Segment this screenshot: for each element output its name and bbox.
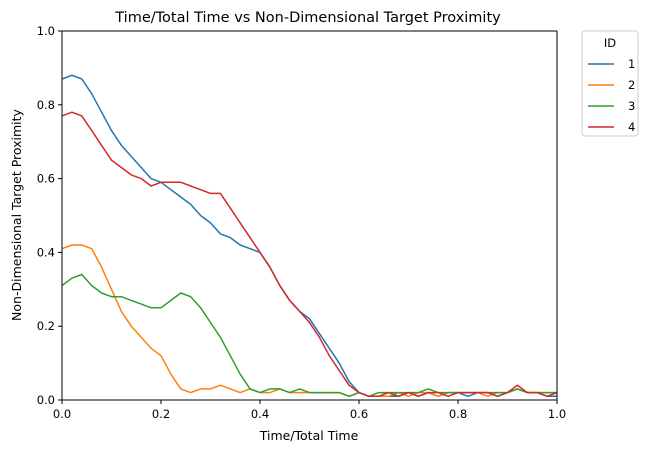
x-tick-label: 0.4 [251, 407, 269, 421]
legend-box [581, 30, 639, 137]
legend-title: ID [604, 36, 616, 50]
legend-label-4: 4 [628, 120, 635, 134]
y-tick-label: 0.4 [37, 245, 55, 259]
series-line-1 [61, 74, 557, 398]
series-line-3 [61, 273, 557, 398]
legend-label-3: 3 [628, 99, 635, 113]
plot-frame [61, 30, 558, 401]
series-line-2 [61, 244, 557, 398]
y-tick-label: 0.0 [37, 393, 55, 407]
legend: ID 1 2 3 4 [581, 30, 639, 137]
x-tick-label: 0.2 [152, 407, 170, 421]
x-tick-label: 1.0 [548, 407, 566, 421]
series-line-4 [61, 111, 558, 398]
y-axis-label: Non-Dimensional Target Proximity [9, 108, 24, 320]
chart-title: Time/Total Time vs Non-Dimensional Targe… [114, 10, 501, 26]
x-axis-ticks: 0.0 0.2 0.4 0.6 0.8 1.0 [53, 400, 566, 421]
y-tick-label: 0.6 [37, 172, 55, 186]
x-tick-label: 0.8 [449, 407, 467, 421]
x-axis-label: Time/Total Time [259, 428, 359, 443]
legend-label-2: 2 [628, 78, 635, 92]
y-tick-label: 0.8 [37, 98, 55, 112]
y-axis-ticks: 0.0 0.2 0.4 0.6 0.8 1.0 [37, 24, 62, 407]
legend-label-1: 1 [628, 57, 635, 71]
series-layer [61, 74, 558, 398]
x-tick-label: 0.0 [53, 407, 71, 421]
x-tick-label: 0.6 [350, 407, 368, 421]
y-tick-label: 0.2 [37, 319, 55, 333]
y-tick-label: 1.0 [37, 24, 55, 38]
